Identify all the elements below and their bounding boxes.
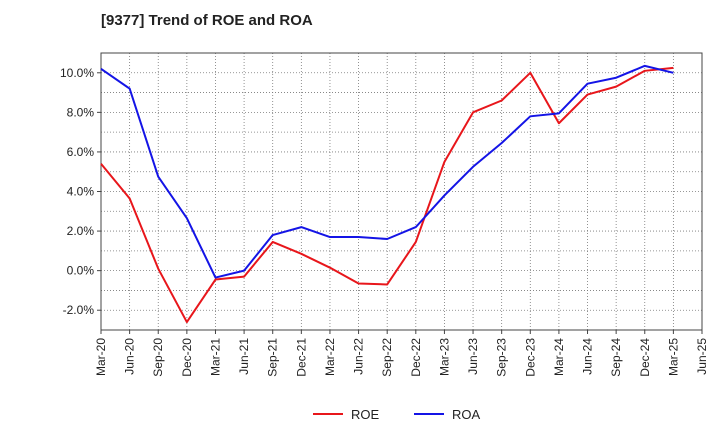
x-tick-label: Jun-23 — [466, 338, 480, 375]
legend: ROE ROA — [313, 407, 481, 422]
x-tick-label: Mar-21 — [208, 338, 222, 376]
legend-label-roe: ROE — [351, 407, 380, 422]
x-tick-label: Dec-23 — [523, 338, 537, 377]
series-lines — [100, 64, 674, 324]
x-tick-label: Sep-20 — [151, 338, 165, 377]
x-tick-label: Sep-24 — [609, 338, 623, 377]
x-tick-label: Jun-22 — [352, 338, 366, 375]
y-tick-label: 8.0% — [67, 105, 95, 119]
x-tick-label: Dec-24 — [638, 338, 652, 377]
series-line-roe — [100, 66, 674, 324]
x-tick-label: Jun-25 — [695, 338, 709, 375]
x-tick-label: Mar-22 — [323, 338, 337, 376]
y-tick-label: 6.0% — [67, 145, 95, 159]
grid-lines — [101, 52, 702, 331]
x-axis-ticks: Mar-20 Jun-20 Sep-20 Dec-20 Mar-21 Jun-21 Sep-… — [94, 330, 709, 377]
y-tick-label: 2.0% — [67, 224, 95, 238]
chart-title: [9377] Trend of ROE and ROA — [101, 12, 313, 29]
x-tick-label: Jun-24 — [581, 338, 595, 375]
x-tick-label: Mar-25 — [666, 338, 680, 376]
x-tick-label: Dec-22 — [409, 338, 423, 377]
y-tick-label: 4.0% — [67, 185, 95, 199]
y-axis-ticks: -2.0% 0.0% 2.0% 4.0% 6.0% 8.0% 10.0% — [60, 66, 101, 317]
x-tick-label: Sep-21 — [266, 338, 280, 377]
series-line-roa — [100, 64, 674, 279]
x-tick-label: Dec-21 — [294, 338, 308, 377]
x-tick-label: Mar-23 — [437, 338, 451, 376]
x-tick-label: Mar-20 — [94, 338, 108, 376]
x-tick-label: Jun-20 — [123, 338, 137, 375]
x-tick-label: Mar-24 — [552, 338, 566, 376]
y-tick-label: 10.0% — [60, 66, 94, 80]
y-tick-label: 0.0% — [67, 264, 95, 278]
y-tick-label: -2.0% — [63, 303, 95, 317]
x-tick-label: Sep-23 — [495, 338, 509, 377]
x-tick-label: Sep-22 — [380, 338, 394, 377]
x-tick-label: Dec-20 — [180, 338, 194, 377]
x-tick-label: Jun-21 — [237, 338, 251, 375]
legend-label-roa: ROA — [452, 407, 481, 422]
